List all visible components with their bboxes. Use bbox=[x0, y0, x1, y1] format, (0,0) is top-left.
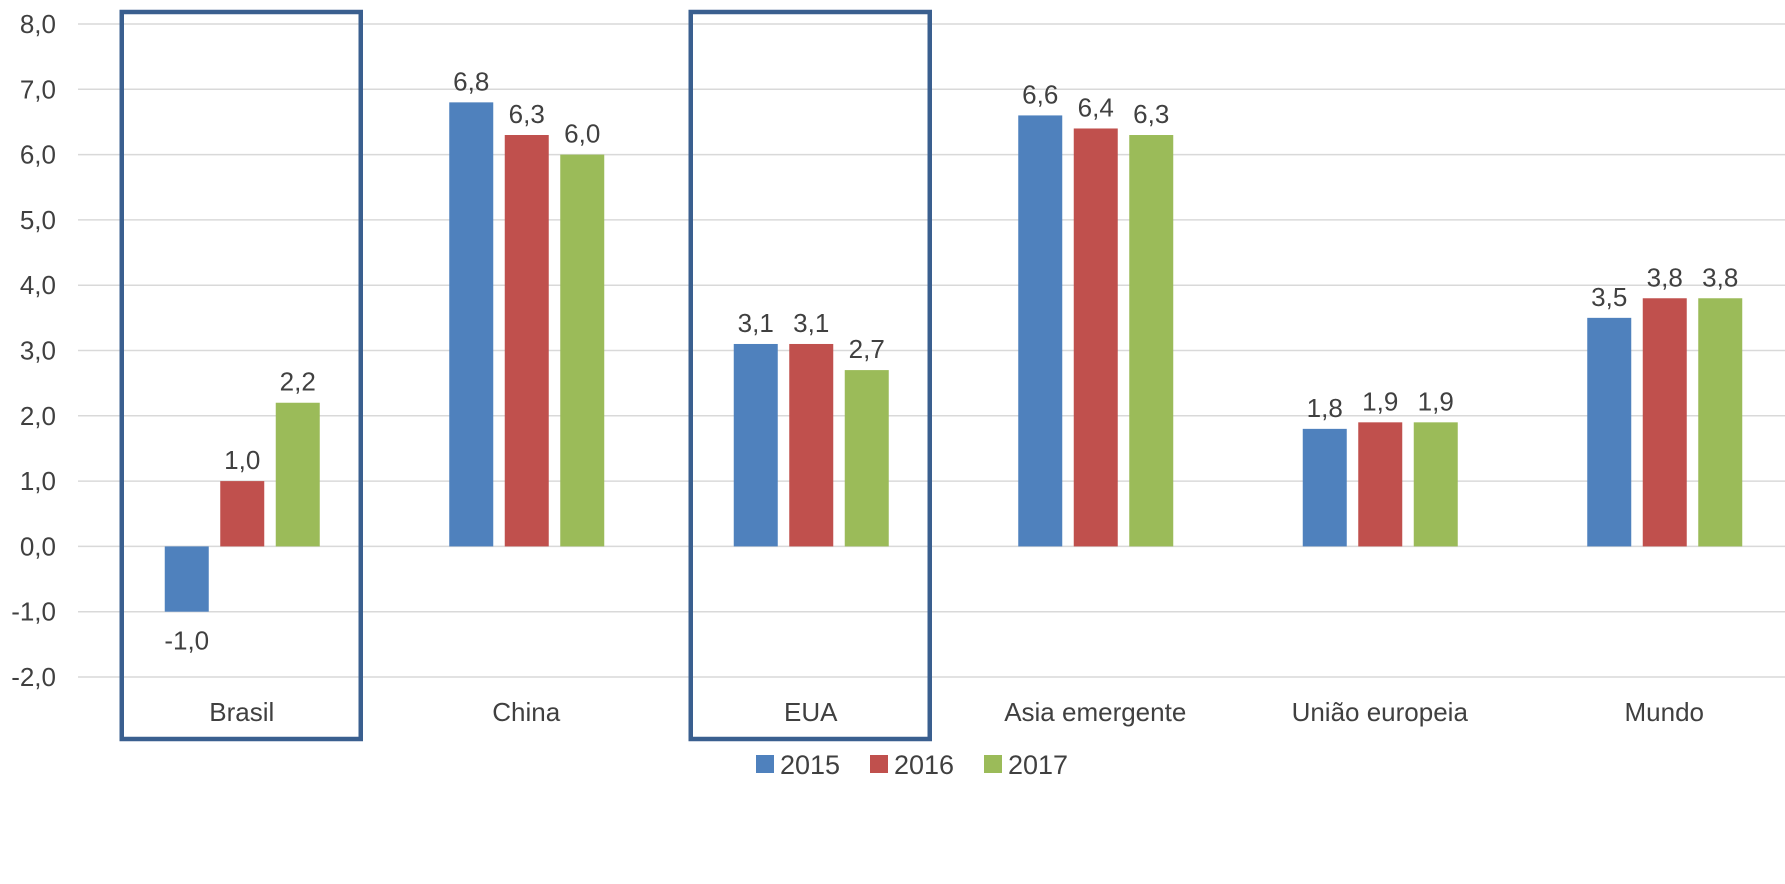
data-label: 6,4 bbox=[1078, 92, 1114, 122]
highlight-boxes bbox=[119, 9, 932, 742]
data-label: -1,0 bbox=[164, 626, 209, 656]
x-tick-label: EUA bbox=[784, 697, 838, 727]
y-tick-label: 1,0 bbox=[20, 466, 56, 496]
bar bbox=[1073, 128, 1118, 547]
bars bbox=[164, 102, 1743, 612]
y-tick-label: 6,0 bbox=[20, 140, 56, 170]
bar bbox=[1698, 298, 1743, 547]
bar bbox=[164, 546, 209, 612]
data-label: 2,7 bbox=[849, 334, 885, 364]
bar bbox=[1129, 135, 1174, 547]
bar bbox=[733, 343, 778, 547]
bar bbox=[1642, 298, 1687, 547]
data-label: 3,1 bbox=[793, 308, 829, 338]
legend-swatch bbox=[870, 755, 888, 773]
data-label: 6,3 bbox=[1133, 99, 1169, 129]
y-tick-label: 4,0 bbox=[20, 270, 56, 300]
x-tick-label: Mundo bbox=[1625, 697, 1705, 727]
data-label: 6,6 bbox=[1022, 79, 1058, 109]
x-tick-label: Asia emergente bbox=[1004, 697, 1186, 727]
highlight-box bbox=[119, 9, 363, 742]
data-labels: -1,0 1,0 2,2 6,8 6,3 6,0 3,1 3,1 2,7 6,6 6,4 6,3 1,8… bbox=[164, 66, 1738, 655]
legend-label: 2015 bbox=[780, 750, 840, 780]
bar bbox=[220, 481, 265, 547]
bar bbox=[1018, 115, 1063, 547]
legend-label: 2016 bbox=[894, 750, 954, 780]
x-tick-label: China bbox=[492, 697, 560, 727]
data-label: 1,9 bbox=[1418, 386, 1454, 416]
data-label: 1,0 bbox=[224, 445, 260, 475]
data-label: 3,8 bbox=[1647, 262, 1683, 292]
y-tick-label: -1,0 bbox=[11, 597, 56, 627]
data-label: 6,0 bbox=[564, 119, 600, 149]
legend-swatch bbox=[756, 755, 774, 773]
bar bbox=[1587, 317, 1632, 547]
y-tick-label: 2,0 bbox=[20, 401, 56, 431]
bar bbox=[789, 343, 834, 547]
y-axis: 8,0 7,0 6,0 5,0 4,0 3,0 2,0 1,0 0,0 -1,0 -2,0 bbox=[11, 9, 56, 692]
legend-swatch bbox=[984, 755, 1002, 773]
legend-label: 2017 bbox=[1008, 750, 1068, 780]
bar bbox=[1358, 422, 1403, 547]
x-tick-label: União europeia bbox=[1292, 697, 1469, 727]
x-axis: Brasil China EUA Asia emergente União europe… bbox=[209, 697, 1704, 727]
data-label: 3,8 bbox=[1702, 262, 1738, 292]
y-tick-label: 5,0 bbox=[20, 205, 56, 235]
bar bbox=[275, 402, 320, 547]
y-tick-label: 7,0 bbox=[20, 74, 56, 104]
data-label: 1,9 bbox=[1362, 386, 1398, 416]
data-label: 3,1 bbox=[738, 308, 774, 338]
data-label: 6,3 bbox=[509, 99, 545, 129]
data-label: 2,2 bbox=[280, 367, 316, 397]
y-tick-label: 8,0 bbox=[20, 9, 56, 39]
highlight-box bbox=[688, 9, 932, 742]
bar bbox=[449, 102, 494, 547]
bar bbox=[1413, 422, 1458, 547]
legend: 2015 2016 2017 bbox=[756, 750, 1068, 780]
data-label: 6,8 bbox=[453, 66, 489, 96]
bar bbox=[560, 154, 605, 547]
bar bbox=[1302, 428, 1347, 547]
x-tick-label: Brasil bbox=[209, 697, 274, 727]
data-label: 1,8 bbox=[1307, 393, 1343, 423]
y-tick-label: 3,0 bbox=[20, 336, 56, 366]
y-tick-label: 0,0 bbox=[20, 531, 56, 561]
y-tick-label: -2,0 bbox=[11, 662, 56, 692]
bar bbox=[504, 135, 549, 547]
bar bbox=[844, 370, 889, 547]
data-label: 3,5 bbox=[1591, 282, 1627, 312]
